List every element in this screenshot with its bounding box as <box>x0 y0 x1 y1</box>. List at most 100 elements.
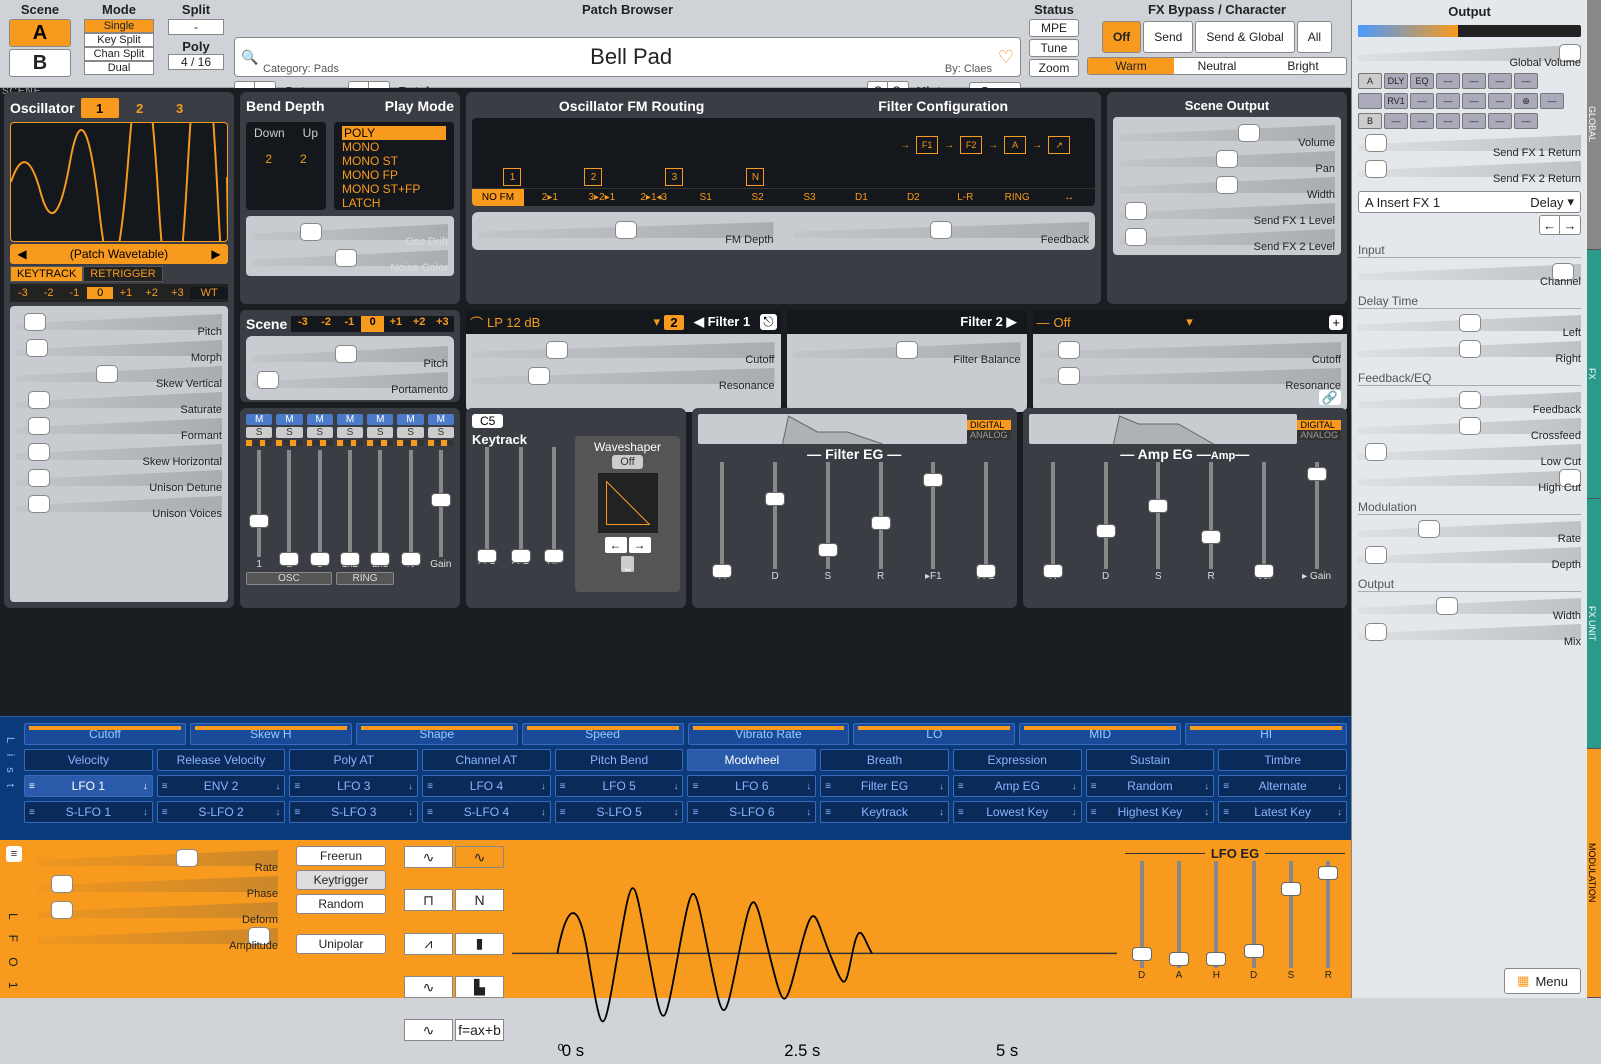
fm-routing-display[interactable]: 1 2 3 N → F1 → F2 → A → ↗ NO FM2▸13▸2▸12… <box>472 118 1095 206</box>
mod-slot-pitch-bend[interactable]: Pitch Bend <box>555 749 684 771</box>
mod-slot-release-velocity[interactable]: Release Velocity <box>157 749 286 771</box>
filter-eg-A[interactable]: A <box>698 462 747 582</box>
chevron-down-icon[interactable]: ▾ <box>1186 314 1193 330</box>
rc-out-0-slider[interactable]: Width <box>1358 594 1581 620</box>
mixer-solo-0[interactable]: S <box>246 427 272 438</box>
osc-skew-vertical-slider[interactable]: Skew Vertical <box>16 362 222 388</box>
mod-slot-poly-at[interactable]: Poly AT <box>289 749 418 771</box>
wt-next-icon[interactable]: ▶ <box>208 247 224 261</box>
mixer-fader-0[interactable]: 1 <box>246 450 272 570</box>
fx-slot[interactable] <box>1358 93 1382 109</box>
mode-keysplit[interactable]: Key Split <box>84 33 154 47</box>
waveshaper-type[interactable]: Off <box>612 455 642 469</box>
scene-out-1-slider[interactable]: Pan <box>1119 147 1335 173</box>
filter1-resonance-slider[interactable]: Resonance <box>472 364 775 390</box>
mod-slot-s-lfo-6[interactable]: ≡↓S-LFO 6 <box>687 801 816 823</box>
fm-strip-6[interactable]: S3 <box>784 188 836 206</box>
fm-strip-1[interactable]: 2▸1 <box>524 188 576 206</box>
mixer-mute-4[interactable]: M <box>367 414 393 425</box>
mod-slot-mid[interactable]: MID <box>1019 723 1181 745</box>
filter-eg-D[interactable]: D <box>751 462 800 582</box>
fx-slot[interactable]: — <box>1462 113 1486 129</box>
mode-single[interactable]: Single <box>84 19 154 33</box>
lfo-wave-5[interactable]: ▮ <box>455 933 504 955</box>
mod-slot-lfo-5[interactable]: ≡↓LFO 5 <box>555 775 684 797</box>
rc-fbeq-1-slider[interactable]: Crossfeed <box>1358 414 1581 440</box>
amp-eg-graph[interactable] <box>1029 414 1298 444</box>
osc-saturate-slider[interactable]: Saturate <box>16 388 222 414</box>
lfo-wave-0[interactable]: ∿ <box>404 846 453 868</box>
fxb-off[interactable]: Off <box>1102 21 1141 53</box>
rc-delay-0-slider[interactable]: Left <box>1358 311 1581 337</box>
filter1-subtype[interactable]: 2 <box>664 315 684 330</box>
lfo-eg-D3[interactable]: D <box>1237 861 1270 981</box>
tab-modulation[interactable]: MODULATION <box>1587 749 1601 999</box>
mixer-solo-1[interactable]: S <box>276 427 302 438</box>
osc-pitch-slider[interactable]: Pitch <box>16 310 222 336</box>
scene-out-2-slider[interactable]: Width <box>1119 173 1335 199</box>
filter-eg-R[interactable]: R <box>856 462 905 582</box>
mod-slot-amp-eg[interactable]: ≡↓Amp EG <box>953 775 1082 797</box>
mod-slot-highest-key[interactable]: ≡↓Highest Key <box>1086 801 1215 823</box>
rc-input-0-slider[interactable]: Channel <box>1358 260 1581 286</box>
keytrack-root[interactable]: C5 <box>472 414 503 428</box>
mod-slot-filter-eg[interactable]: ≡↓Filter EG <box>820 775 949 797</box>
mod-slot-lfo-3[interactable]: ≡↓LFO 3 <box>289 775 418 797</box>
lfo-wave-9[interactable]: f=ax+b <box>455 1019 504 1041</box>
filter-balance-slider[interactable]: Filter Balance <box>793 338 1021 364</box>
mode-dual[interactable]: Dual <box>84 61 154 75</box>
mod-slot-lfo-6[interactable]: ≡↓LFO 6 <box>687 775 816 797</box>
mod-slot-shape[interactable]: Shape <box>356 723 518 745</box>
mixer-fader-4[interactable]: 2x3 <box>367 450 393 570</box>
fm-strip-7[interactable]: D1 <box>835 188 887 206</box>
osc-morph-slider[interactable]: Morph <box>16 336 222 362</box>
fm-box-3[interactable]: 3 <box>665 168 683 186</box>
rc-modl-1-slider[interactable]: Depth <box>1358 543 1581 569</box>
osc-drift-slider[interactable]: Osc Drift <box>252 220 448 246</box>
mod-slot-breath[interactable]: Breath <box>820 749 949 771</box>
global-volume-slider[interactable]: Global Volume <box>1358 41 1581 67</box>
scene-a-button[interactable]: A <box>9 19 71 47</box>
fx-slot[interactable]: — <box>1410 113 1434 129</box>
mode-chansplit[interactable]: Chan Split <box>84 47 154 61</box>
fx-slot[interactable]: — <box>1384 113 1408 129</box>
mixer-fader-3[interactable]: 1x2 <box>337 450 363 570</box>
lfo-rate-slider[interactable]: Rate <box>38 846 278 872</box>
menu-button[interactable]: ▦ Menu <box>1504 968 1581 994</box>
feedback-slider[interactable]: Feedback <box>794 218 1090 244</box>
fx-unit-nav[interactable]: ←→ <box>1539 215 1581 235</box>
rc-delay-1-slider[interactable]: Right <box>1358 337 1581 363</box>
lfo-wave-3[interactable]: N <box>455 889 504 911</box>
fx-slot[interactable]: — <box>1488 113 1512 129</box>
mod-slot-s-lfo-4[interactable]: ≡↓S-LFO 4 <box>422 801 551 823</box>
keytrack-fader-1[interactable]: ▸F2 <box>506 447 536 567</box>
filter2-link-icon[interactable]: 🔗 <box>1319 390 1341 405</box>
tab-fxunit[interactable]: FX UNIT <box>1587 499 1601 749</box>
lfo-amplitude-slider[interactable]: Amplitude <box>38 924 278 950</box>
lfo-eg-H2[interactable]: H <box>1200 861 1233 981</box>
mod-slot-lo[interactable]: LO <box>853 723 1015 745</box>
status-tune[interactable]: Tune <box>1029 39 1079 57</box>
mixer-mute-6[interactable]: M <box>428 414 454 425</box>
send-fx2-return[interactable]: Send FX 2 Return <box>1358 157 1581 183</box>
osc-formant-slider[interactable]: Formant <box>16 414 222 440</box>
char-bright[interactable]: Bright <box>1260 58 1346 74</box>
fx-slot[interactable]: — <box>1462 73 1486 89</box>
mixer-mute-2[interactable]: M <box>307 414 333 425</box>
mixer-mute-5[interactable]: M <box>397 414 423 425</box>
noise-color-slider[interactable]: Noise Color <box>252 246 448 272</box>
chevron-down-icon[interactable]: ▾ <box>653 314 660 330</box>
rc-fbeq-2-slider[interactable]: Low Cut <box>1358 440 1581 466</box>
filter-eg-S[interactable]: S <box>804 462 853 582</box>
filter2-resonance-slider[interactable]: Resonance <box>1039 364 1342 390</box>
fm-box-1[interactable]: 1 <box>503 168 521 186</box>
mod-slot-sustain[interactable]: Sustain <box>1086 749 1215 771</box>
filter1-type[interactable]: LP 12 dB <box>487 315 649 330</box>
fm-strip-3[interactable]: 2▸1◂3 <box>628 188 680 206</box>
lfo-deform-slider[interactable]: Deform <box>38 898 278 924</box>
fx-slot[interactable]: — <box>1488 73 1512 89</box>
filter-eg-graph[interactable] <box>698 414 967 444</box>
fxb-send[interactable]: Send <box>1143 21 1193 53</box>
fm-strip-11[interactable]: ↔ <box>1043 188 1095 206</box>
amp-eg-R[interactable]: R <box>1187 462 1236 582</box>
